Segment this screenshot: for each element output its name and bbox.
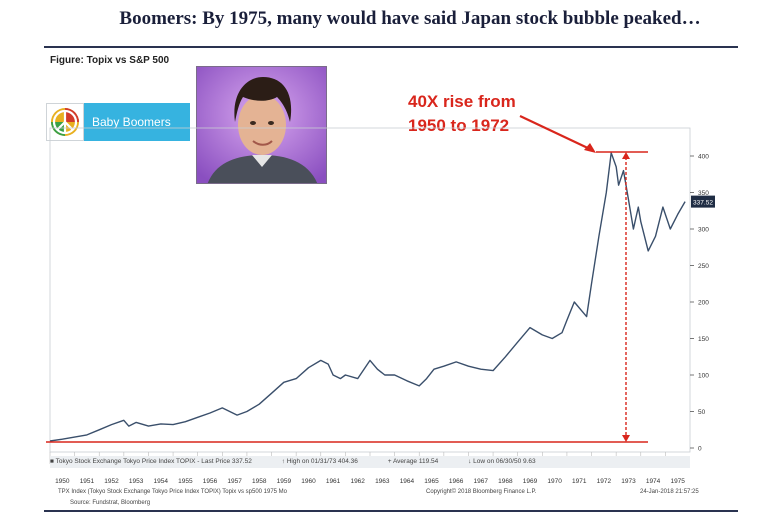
y-tick-label: 50	[698, 409, 706, 416]
y-tick-label: 200	[698, 300, 709, 307]
x-tick-label: 1957	[227, 478, 242, 485]
x-tick-label: 1971	[572, 478, 587, 485]
x-tick-label: 1964	[400, 478, 415, 485]
bottom-divider	[44, 510, 738, 512]
top-divider	[44, 46, 738, 48]
x-tick-label: 1972	[597, 478, 612, 485]
x-tick-label: 1968	[498, 478, 513, 485]
x-tick-label: 1953	[129, 478, 144, 485]
legend-bar: ■ Tokyo Stock Exchange Tokyo Price Index…	[50, 456, 690, 468]
footer-timestamp: 24-Jan-2018 21:57:25	[640, 489, 699, 495]
x-tick-label: 1973	[621, 478, 636, 485]
plot-frame	[49, 127, 691, 453]
x-tick-label: 1958	[252, 478, 267, 485]
legend-high: ↑ High on 01/31/73 404.36	[281, 458, 358, 465]
annotation-line-1: 40X rise from	[408, 92, 516, 111]
x-tick-label: 1962	[350, 478, 365, 485]
y-tick-label: 250	[698, 263, 709, 270]
x-tick-label: 1959	[277, 478, 292, 485]
y-tick-label: 0	[698, 446, 702, 453]
page-title: Boomers: By 1975, many would have said J…	[119, 8, 701, 29]
figure-label: Figure: Topix vs S&P 500	[50, 55, 170, 66]
x-tick-label: 1966	[449, 478, 464, 485]
rise-arrow-down	[622, 435, 630, 442]
last-price-label: 337.52	[693, 200, 713, 207]
x-tick-label: 1960	[301, 478, 316, 485]
y-tick-label: 350	[698, 190, 709, 197]
x-tick-label: 1967	[474, 478, 489, 485]
source-note: Source: Fundstrat, Bloomberg	[70, 500, 151, 506]
legend-series: ■ Tokyo Stock Exchange Tokyo Price Index…	[50, 458, 252, 465]
last-price-badge	[691, 195, 715, 208]
y-tick-label: 100	[698, 373, 709, 380]
annotation-text: 40X rise from 1950 to 1972	[408, 90, 516, 138]
x-tick-label: 1955	[178, 478, 193, 485]
y-tick-label: 300	[698, 227, 709, 234]
callout-arrowhead	[584, 143, 596, 153]
x-tick-label: 1970	[547, 478, 562, 485]
x-tick-label: 1950	[55, 478, 70, 485]
x-tick-label: 1965	[424, 478, 439, 485]
baby-boomers-label: Baby Boomers	[84, 103, 190, 141]
legend-average: + Average 119.54	[387, 458, 439, 465]
callout-arrow-line	[519, 115, 593, 151]
legend-low: ↓ Low on 06/30/50 9.63	[468, 458, 536, 465]
y-tick-label: 400	[698, 154, 709, 161]
x-tick-label: 1963	[375, 478, 390, 485]
x-tick-label: 1951	[80, 478, 95, 485]
x-tick-label: 1961	[326, 478, 341, 485]
x-tick-label: 1954	[154, 478, 169, 485]
x-tick-label: 1956	[203, 478, 218, 485]
y-tick-label: 150	[698, 336, 709, 343]
rise-arrow-up	[622, 152, 630, 159]
series-line-topix	[49, 152, 686, 442]
x-tick-label: 1952	[104, 478, 119, 485]
portrait-photo	[196, 66, 327, 184]
annotation-line-2: 1950 to 1972	[408, 116, 510, 135]
baby-boomers-badge: Baby Boomers	[46, 103, 190, 141]
footer-copyright: Copyright© 2018 Bloomberg Finance L.P.	[426, 489, 537, 495]
x-tick-label: 1974	[646, 478, 661, 485]
x-tick-label: 1975	[670, 478, 685, 485]
footer-index-desc: TPX Index (Tokyo Stock Exchange Tokyo Pr…	[58, 489, 288, 495]
peace-sign-icon	[46, 103, 84, 141]
x-tick-label: 1969	[523, 478, 538, 485]
